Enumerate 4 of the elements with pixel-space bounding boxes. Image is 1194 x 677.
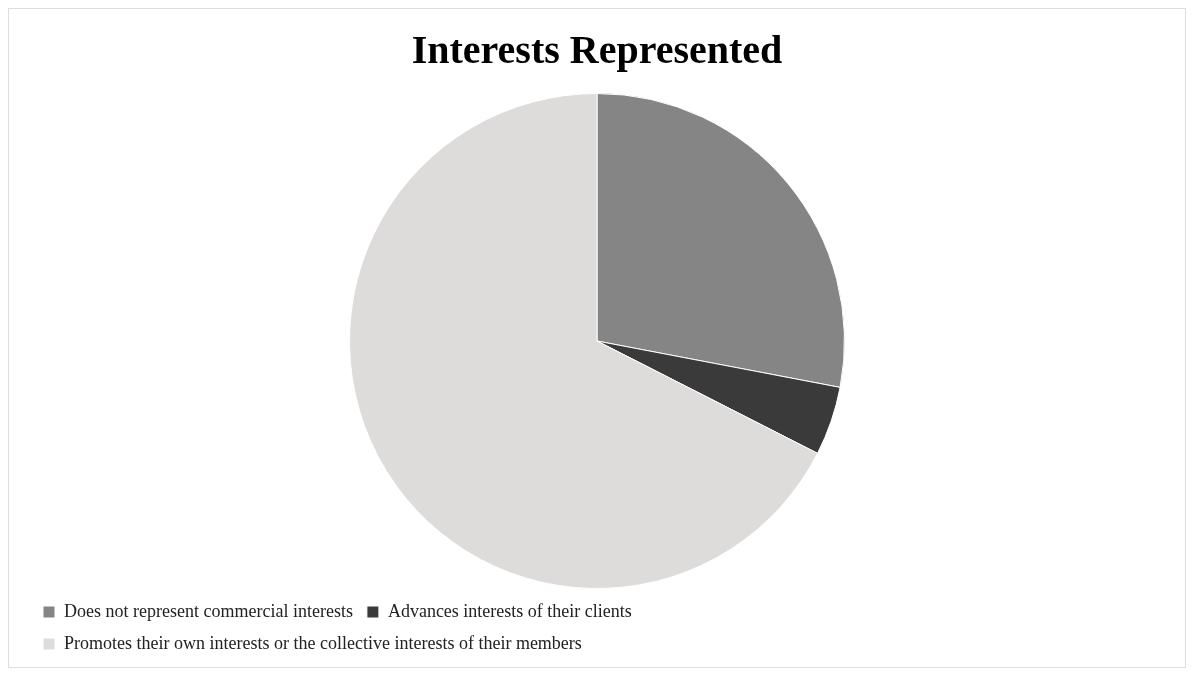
legend-label: Does not represent commercial interests bbox=[64, 600, 353, 621]
chart-title: Interests Represented bbox=[411, 27, 783, 73]
legend-label: Promotes their own interests or the collective interests of their members bbox=[64, 632, 582, 653]
legend-label: Advances interests of their clients bbox=[387, 600, 632, 621]
